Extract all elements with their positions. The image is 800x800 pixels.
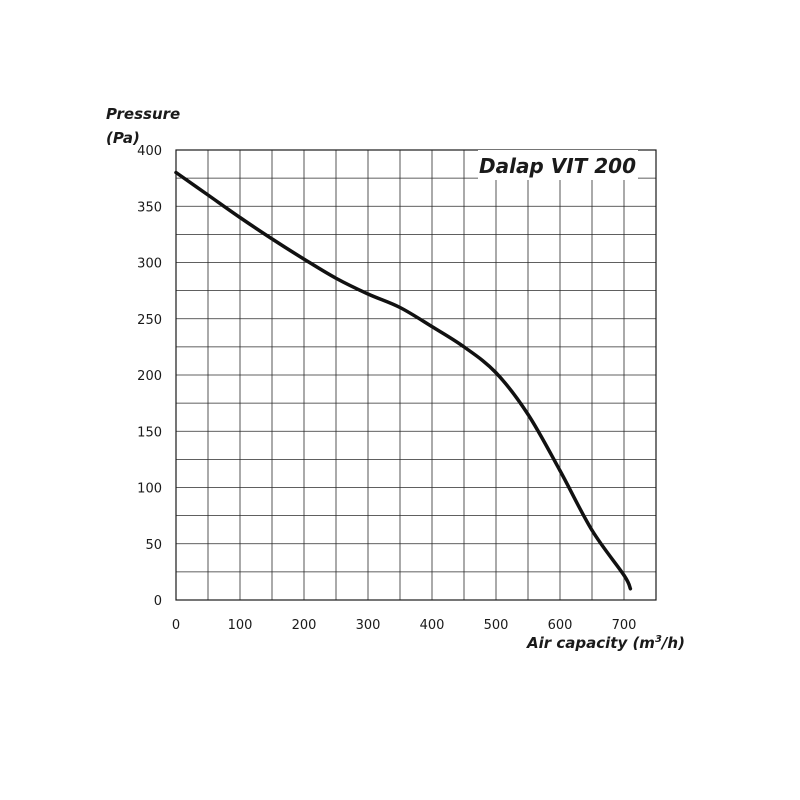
y-tick-label: 200 [137, 369, 162, 384]
x-tick-label: 400 [420, 618, 445, 633]
y-tick-label: 250 [137, 313, 162, 328]
x-tick-label: 300 [356, 618, 381, 633]
y-tick-label: 400 [137, 144, 162, 159]
x-axis-ticks: 0 100 200 300 400 500 600 700 [172, 618, 637, 633]
chart-grid [175, 149, 657, 601]
y-axis-title: Pressure [106, 105, 180, 123]
x-axis-title-superscript: 3 [655, 634, 662, 645]
x-tick-label: 700 [612, 618, 637, 633]
y-tick-label: 350 [137, 200, 162, 215]
x-tick-label: 0 [172, 618, 180, 633]
y-tick-label: 150 [137, 425, 162, 440]
pressure-curve [174, 170, 633, 591]
y-tick-label: 50 [145, 538, 162, 553]
y-tick-label: 300 [137, 257, 162, 272]
x-tick-label: 100 [228, 618, 253, 633]
y-tick-label: 100 [137, 482, 162, 497]
y-axis-ticks: 0 50 100 150 200 250 300 350 400 [137, 144, 162, 609]
x-axis-title: Air capacity (m3/h) [526, 634, 685, 652]
y-axis-unit: (Pa) [106, 129, 140, 147]
plot-frame [175, 149, 657, 601]
x-tick-label: 200 [292, 618, 317, 633]
chart-title-background [478, 150, 638, 180]
y-tick-label: 0 [154, 594, 162, 609]
x-axis-title-end: /h) [660, 634, 685, 652]
x-axis-title-main: Air capacity (m [526, 634, 655, 652]
chart-title: Dalap VIT 200 [479, 154, 636, 178]
x-tick-label: 500 [484, 618, 509, 633]
x-tick-label: 600 [548, 618, 573, 633]
